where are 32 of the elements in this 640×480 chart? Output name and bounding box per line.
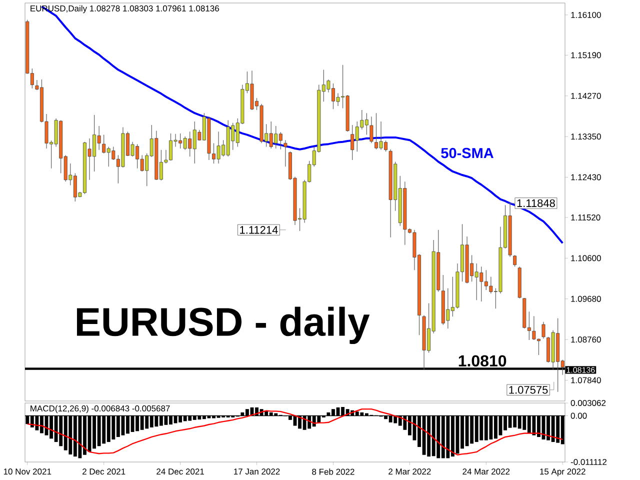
y-tick-label: 1.13350 — [571, 134, 601, 140]
x-tick-label: 15 Apr 2022 — [540, 468, 586, 476]
y-tick-label: 1.08760 — [571, 336, 601, 343]
y-tick-label: 0.00 — [570, 412, 587, 419]
y-tick-label: 1.16100 — [571, 12, 601, 18]
annotation: 1.11214 — [240, 226, 278, 234]
y-tick-label: 1.12430 — [571, 174, 601, 180]
candlestick — [513, 254, 517, 267]
series-label: 50-SMA — [441, 148, 494, 158]
x-tick-label: 24 Mar 2022 — [462, 468, 510, 475]
y-tick-label: 1.09680 — [571, 296, 601, 302]
annotation: 1.11848 — [517, 199, 555, 208]
y-tick-label: 1.11520 — [571, 214, 600, 220]
x-tick-label: 10 Nov 2021 — [4, 468, 52, 475]
candlestick — [284, 140, 288, 167]
annotation: 1.07575 — [509, 386, 548, 394]
chart-title: MACD(12,26,9) -0.006843 -0.005687 — [30, 405, 170, 414]
y-tick-label: 0.003062 — [570, 400, 606, 406]
y-tick-label: 1.15190 — [571, 52, 601, 58]
x-tick-label: 8 Feb 2022 — [312, 468, 354, 475]
x-tick-label: 2 Dec 2021 — [82, 468, 126, 475]
x-tick-label: 24 Dec 2021 — [156, 468, 204, 475]
annotation: EURUSD - daily — [76, 306, 370, 344]
ref-line-label: 1.0810 — [458, 355, 506, 367]
y-tick-label: 1.10600 — [571, 255, 601, 262]
y-tick-label: 1.14270 — [571, 92, 601, 99]
y-tick-label: -0.011112 — [570, 458, 606, 466]
y-tick-label: 1.07840 — [571, 377, 601, 384]
x-tick-label: 2 Mar 2022 — [388, 468, 431, 475]
x-tick-label: 17 Jan 2022 — [234, 468, 280, 475]
text: 1.08136 — [566, 367, 595, 373]
candlestick — [542, 322, 546, 339]
